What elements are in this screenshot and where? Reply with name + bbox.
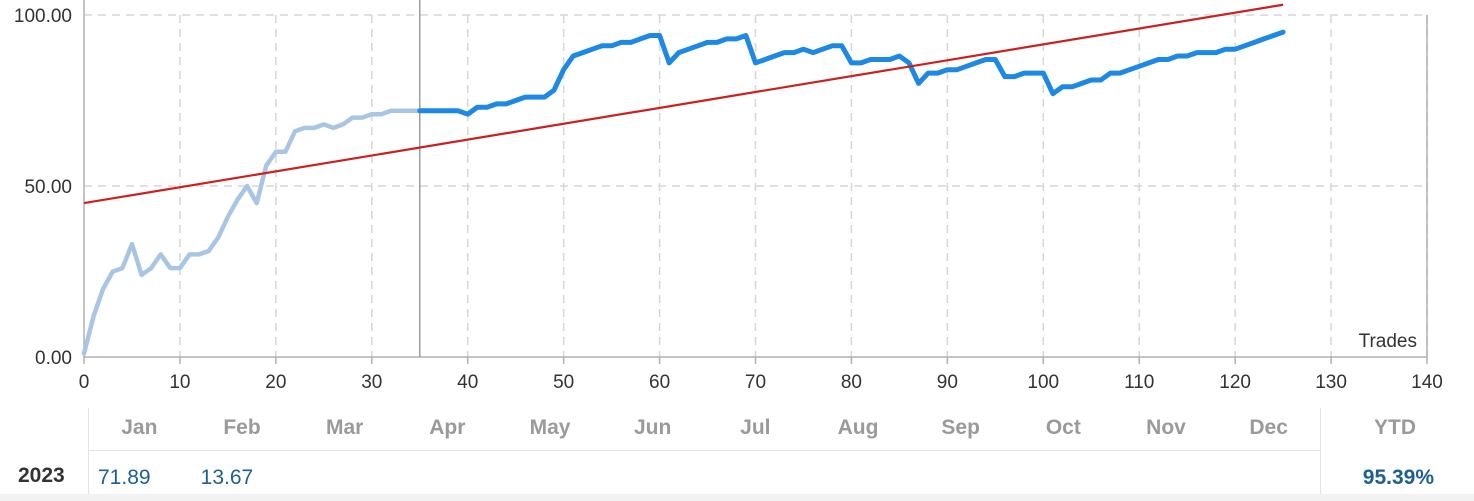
x-tick-label-80: 80 — [841, 372, 862, 393]
month-header-feb: Feb — [223, 416, 261, 439]
grid-lines — [84, 14, 1428, 357]
month-header-oct: Oct — [1045, 416, 1081, 439]
month-header-jan: Jan — [121, 416, 158, 439]
month-header-apr: Apr — [429, 416, 466, 439]
y-tick-label-0.00: 0.00 — [35, 348, 72, 369]
equity-chart: 0.00 50.00 100.00 0 10 20 30 40 50 60 70 80 90 100 110… — [14, 0, 1443, 393]
series-group — [81, 3, 1286, 356]
ytd-value: 95.39% — [1362, 466, 1434, 489]
left-separator — [88, 408, 89, 501]
x-tick-label-40: 40 — [457, 372, 478, 393]
bottom-shade — [0, 494, 1474, 501]
x-tick-label-90: 90 — [937, 372, 958, 393]
x-tick-label-140: 140 — [1411, 372, 1443, 393]
x-axis-label: Trades — [1359, 331, 1417, 352]
year-label: 2023 — [18, 464, 65, 487]
y-tick-label-50.00: 50.00 — [24, 177, 72, 198]
month-value-jan: 71.89 — [98, 466, 151, 489]
month-header-sep: Sep — [941, 416, 980, 439]
x-tick-label-60: 60 — [649, 372, 670, 393]
trend-line — [83, 3, 1284, 205]
x-tick-label-10: 10 — [169, 372, 190, 393]
equity-line-current — [417, 29, 1286, 117]
x-tick-label-20: 20 — [265, 372, 286, 393]
monthly-returns-table: YTD Jan Feb Mar Apr May Jun Jul Aug Sep Oct Nov Dec… — [0, 408, 1474, 501]
month-header-mar: Mar — [325, 416, 364, 439]
x-tick-label-120: 120 — [1219, 372, 1251, 393]
equity-line-past — [81, 108, 423, 356]
y-tick-label-100.00: 100.00 — [14, 6, 72, 27]
axes — [83, 0, 1428, 364]
table-header-row — [88, 408, 1320, 451]
x-tick-label-70: 70 — [745, 372, 766, 393]
ytd-separator — [1320, 408, 1321, 501]
ytd-header: YTD — [1374, 416, 1416, 439]
month-header-jun: Jun — [633, 416, 672, 439]
month-value-feb: 13.67 — [200, 466, 254, 489]
month-header-nov: Nov — [1146, 416, 1186, 439]
month-header-may: May — [529, 416, 571, 439]
x-tick-label-50: 50 — [553, 372, 574, 393]
tick-labels: 0.00 50.00 100.00 0 10 20 30 40 50 60 70 80 90 100 110… — [14, 6, 1443, 393]
x-tick-label-130: 130 — [1315, 372, 1347, 393]
month-header-aug: Aug — [837, 416, 879, 439]
x-tick-label-30: 30 — [361, 372, 382, 393]
month-header-dec: Dec — [1249, 416, 1288, 439]
month-header-jul: Jul — [740, 416, 771, 439]
x-tick-label-110: 110 — [1124, 372, 1154, 393]
x-tick-label-100: 100 — [1027, 372, 1059, 393]
x-tick-label-0: 0 — [79, 372, 90, 393]
